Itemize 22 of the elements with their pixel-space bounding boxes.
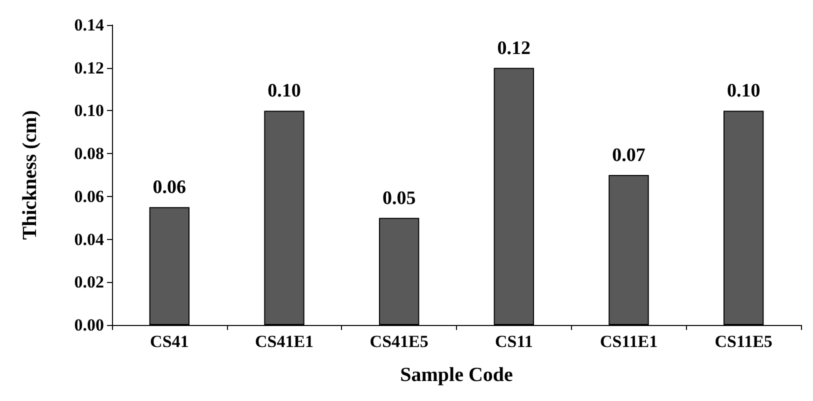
text: 0.06 [74,186,104,206]
y-axis-title: Thickness (cm) [19,110,41,240]
data-label: 0.06 [152,177,186,198]
text: 0.04 [74,230,104,249]
x-tick-label: CS41E1 [254,332,314,351]
text: 0.02 [74,272,104,292]
x-tick-label: CS41 [150,332,189,351]
data-label: 0.10 [726,80,760,102]
text: 0.00 [74,316,104,334]
text: 0.12 [74,58,104,78]
data-label: 0.07 [612,145,646,166]
text: 0.14 [74,16,104,34]
x-axis-title: Sample Code [400,364,514,386]
x-tick-label: CS11 [495,332,533,351]
text: 0.08 [74,144,104,164]
x-tick-label: CS11E5 [714,332,772,351]
x-tick-label: CS11E1 [600,332,658,351]
x-tick-label: CS41E5 [370,332,428,351]
data-label: 0.12 [497,38,531,59]
data-label: 0.10 [268,80,301,102]
text: 0.10 [74,101,104,120]
data-label: 0.05 [382,188,416,209]
